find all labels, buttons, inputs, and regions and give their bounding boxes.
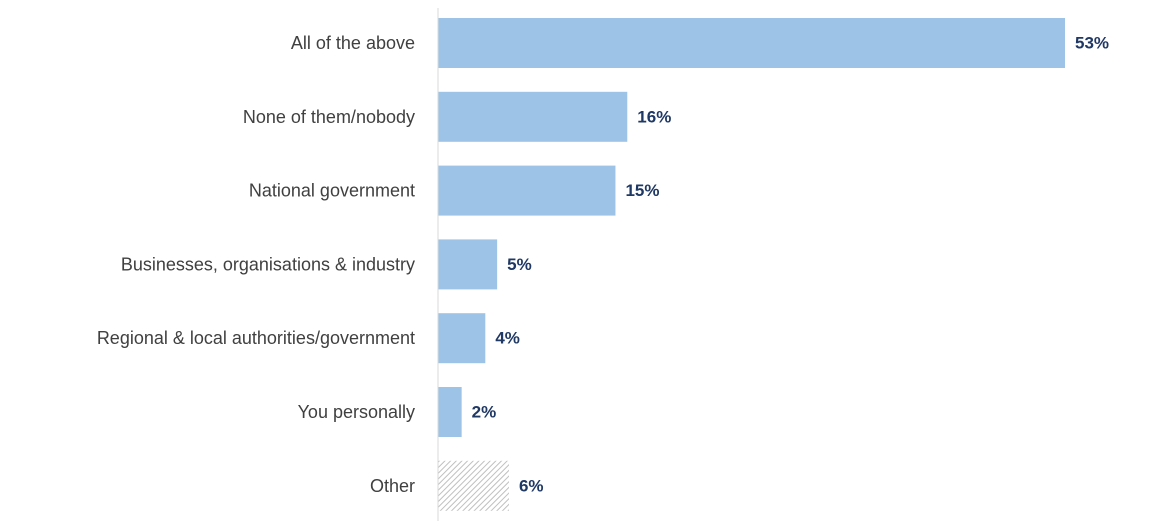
bar-you-personally	[438, 387, 462, 437]
bars-layer	[438, 18, 1065, 511]
category-label-national-government: National government	[249, 181, 415, 201]
bar-all-of-the-above	[438, 18, 1065, 68]
category-label-none-of-them-nobody: None of them/nobody	[243, 107, 415, 127]
bar-none-of-them-nobody	[438, 91, 628, 142]
value-label-national-government: 15%	[625, 181, 659, 200]
value-label-all-of-the-above: 53%	[1075, 34, 1109, 53]
category-label-you-personally: You personally	[298, 402, 415, 422]
labels-layer: All of the above 53% None of them/nobody 16…	[97, 33, 1109, 496]
category-label-regional-local-authorities-government: Regional & local authorities/government	[97, 328, 415, 348]
value-label-businesses-organisations-industry: 5%	[507, 255, 532, 274]
value-label-regional-local-authorities-government: 4%	[495, 329, 520, 348]
bar-national-government	[438, 165, 616, 216]
category-label-businesses-organisations-industry: Businesses, organisations & industry	[121, 254, 415, 274]
value-label-you-personally: 2%	[472, 403, 497, 422]
value-label-none-of-them-nobody: 16%	[637, 107, 671, 126]
value-label-other: 6%	[519, 476, 544, 495]
bar-regional-local-authorities-government	[438, 313, 486, 364]
bar-other	[438, 460, 509, 511]
category-label-all-of-the-above: All of the above	[291, 33, 415, 53]
category-label-other: Other	[370, 476, 415, 496]
bar-businesses-organisations-industry	[438, 239, 498, 290]
